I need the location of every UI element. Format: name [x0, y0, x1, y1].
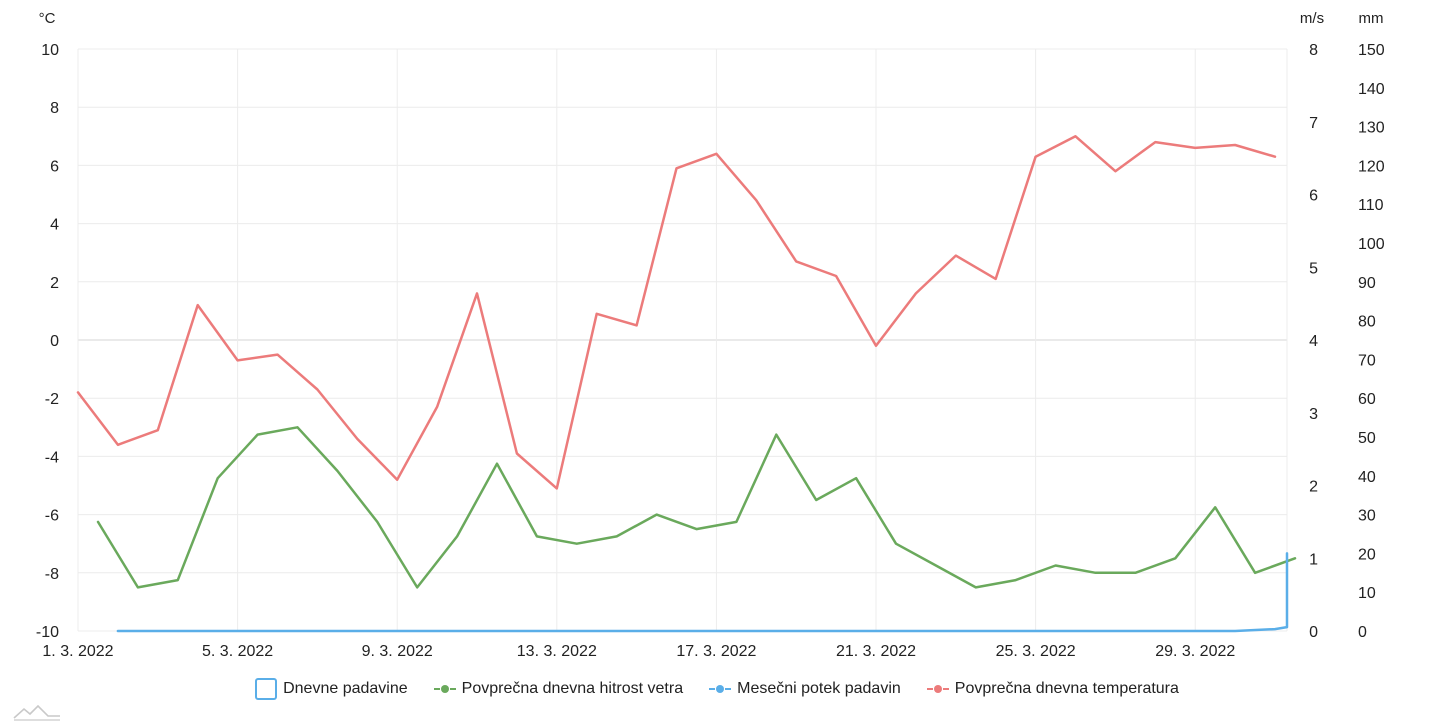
- series-line-monthly-precip: [116, 552, 1289, 633]
- y-tick-label-precip: 10: [1358, 585, 1376, 602]
- line-marker-icon: [709, 683, 732, 695]
- y-tick-label-precip: 150: [1358, 42, 1385, 59]
- y-tick-label-precip: 130: [1358, 120, 1385, 137]
- axis-unit-precip: mm: [1359, 10, 1384, 27]
- legend-item-monthly-precip[interactable]: Mesečni potek padavin: [709, 680, 901, 698]
- y-tick-label-left: 6: [50, 158, 59, 175]
- y-tick-label-precip: 100: [1358, 236, 1385, 253]
- axis-right-wind: 0 1 2 3 4 5 6 7 8 m/s: [1300, 10, 1324, 641]
- y-tick-label-left: -2: [45, 391, 59, 408]
- y-tick-label-precip: 50: [1358, 430, 1376, 447]
- legend-label: Mesečni potek padavin: [737, 680, 901, 697]
- y-tick-label-wind: 0: [1309, 624, 1318, 641]
- y-tick-label-wind: 6: [1309, 188, 1318, 205]
- x-tick-label: 9. 3. 2022: [362, 643, 433, 660]
- y-tick-label-wind: 5: [1309, 260, 1318, 277]
- x-tick-label: 21. 3. 2022: [836, 643, 916, 660]
- y-tick-label-left: 4: [50, 217, 59, 234]
- y-tick-label-wind: 7: [1309, 115, 1318, 132]
- bar-swatch-icon: [255, 678, 278, 700]
- legend-item-temperature[interactable]: Povprečna dnevna temperatura: [926, 680, 1179, 698]
- y-tick-label-wind: 1: [1309, 551, 1318, 568]
- y-tick-label-precip: 140: [1358, 81, 1385, 98]
- y-tick-label-left: -6: [45, 508, 59, 525]
- legend-item-wind[interactable]: Povprečna dnevna hitrost vetra: [433, 680, 684, 698]
- grid: [77, 48, 1288, 632]
- axis-right-precipitation: 0 10 20 30 40 50 60 70 80 90 100 110 120 130 140 150 mm: [1358, 10, 1385, 641]
- axis-unit-wind: m/s: [1300, 10, 1324, 27]
- y-tick-label-left: -4: [45, 449, 59, 466]
- legend: Dnevne padavine Povprečna dnevna hitrost…: [0, 677, 1434, 701]
- legend-label: Povprečna dnevna temperatura: [954, 680, 1179, 697]
- legend-item-daily-precip[interactable]: Dnevne padavine: [255, 678, 408, 700]
- y-tick-label-precip: 120: [1358, 158, 1385, 175]
- y-tick-label-left: 10: [41, 42, 59, 59]
- y-tick-label-left: 0: [50, 333, 59, 350]
- x-tick-label: 17. 3. 2022: [676, 643, 756, 660]
- y-tick-label-precip: 60: [1358, 391, 1376, 408]
- x-tick-label: 29. 3. 2022: [1155, 643, 1235, 660]
- series-layer: [76, 135, 1297, 633]
- y-tick-label-precip: 70: [1358, 352, 1376, 369]
- y-tick-label-wind: 2: [1309, 479, 1318, 496]
- x-tick-label: 13. 3. 2022: [517, 643, 597, 660]
- series-line-wind: [96, 426, 1297, 589]
- axis-x-dates: 1. 3. 2022 5. 3. 2022 9. 3. 2022 13. 3. 202…: [42, 643, 1235, 660]
- y-tick-label-wind: 8: [1309, 42, 1318, 59]
- y-tick-label-wind: 3: [1309, 406, 1318, 423]
- y-tick-label-left: 2: [50, 275, 59, 292]
- y-tick-label-precip: 0: [1358, 624, 1367, 641]
- x-tick-label: 5. 3. 2022: [202, 643, 273, 660]
- y-tick-label-wind: 4: [1309, 333, 1318, 350]
- y-tick-label-precip: 80: [1358, 314, 1376, 331]
- x-tick-label: 25. 3. 2022: [996, 643, 1076, 660]
- line-marker-icon: [926, 683, 949, 695]
- y-tick-label-precip: 90: [1358, 275, 1376, 292]
- logo-mountains-icon: [13, 704, 60, 721]
- line-marker-icon: [433, 683, 456, 695]
- x-tick-label: 1. 3. 2022: [42, 643, 113, 660]
- axis-left-temperature: -10 -8 -6 -4 -2 0 2 4 6 8 10 °C: [36, 10, 59, 641]
- y-tick-label-precip: 20: [1358, 546, 1376, 563]
- y-tick-label-left: -10: [36, 624, 59, 641]
- y-tick-label-precip: 40: [1358, 469, 1376, 486]
- axis-unit-left: °C: [39, 10, 56, 27]
- legend-label: Povprečna dnevna hitrost vetra: [461, 680, 684, 697]
- series-line-temperature: [76, 135, 1277, 490]
- y-tick-label-left: 8: [50, 100, 59, 117]
- y-tick-label-left: -8: [45, 566, 59, 583]
- y-tick-label-precip: 30: [1358, 508, 1376, 525]
- legend-label: Dnevne padavine: [283, 680, 408, 697]
- y-tick-label-precip: 110: [1358, 197, 1384, 214]
